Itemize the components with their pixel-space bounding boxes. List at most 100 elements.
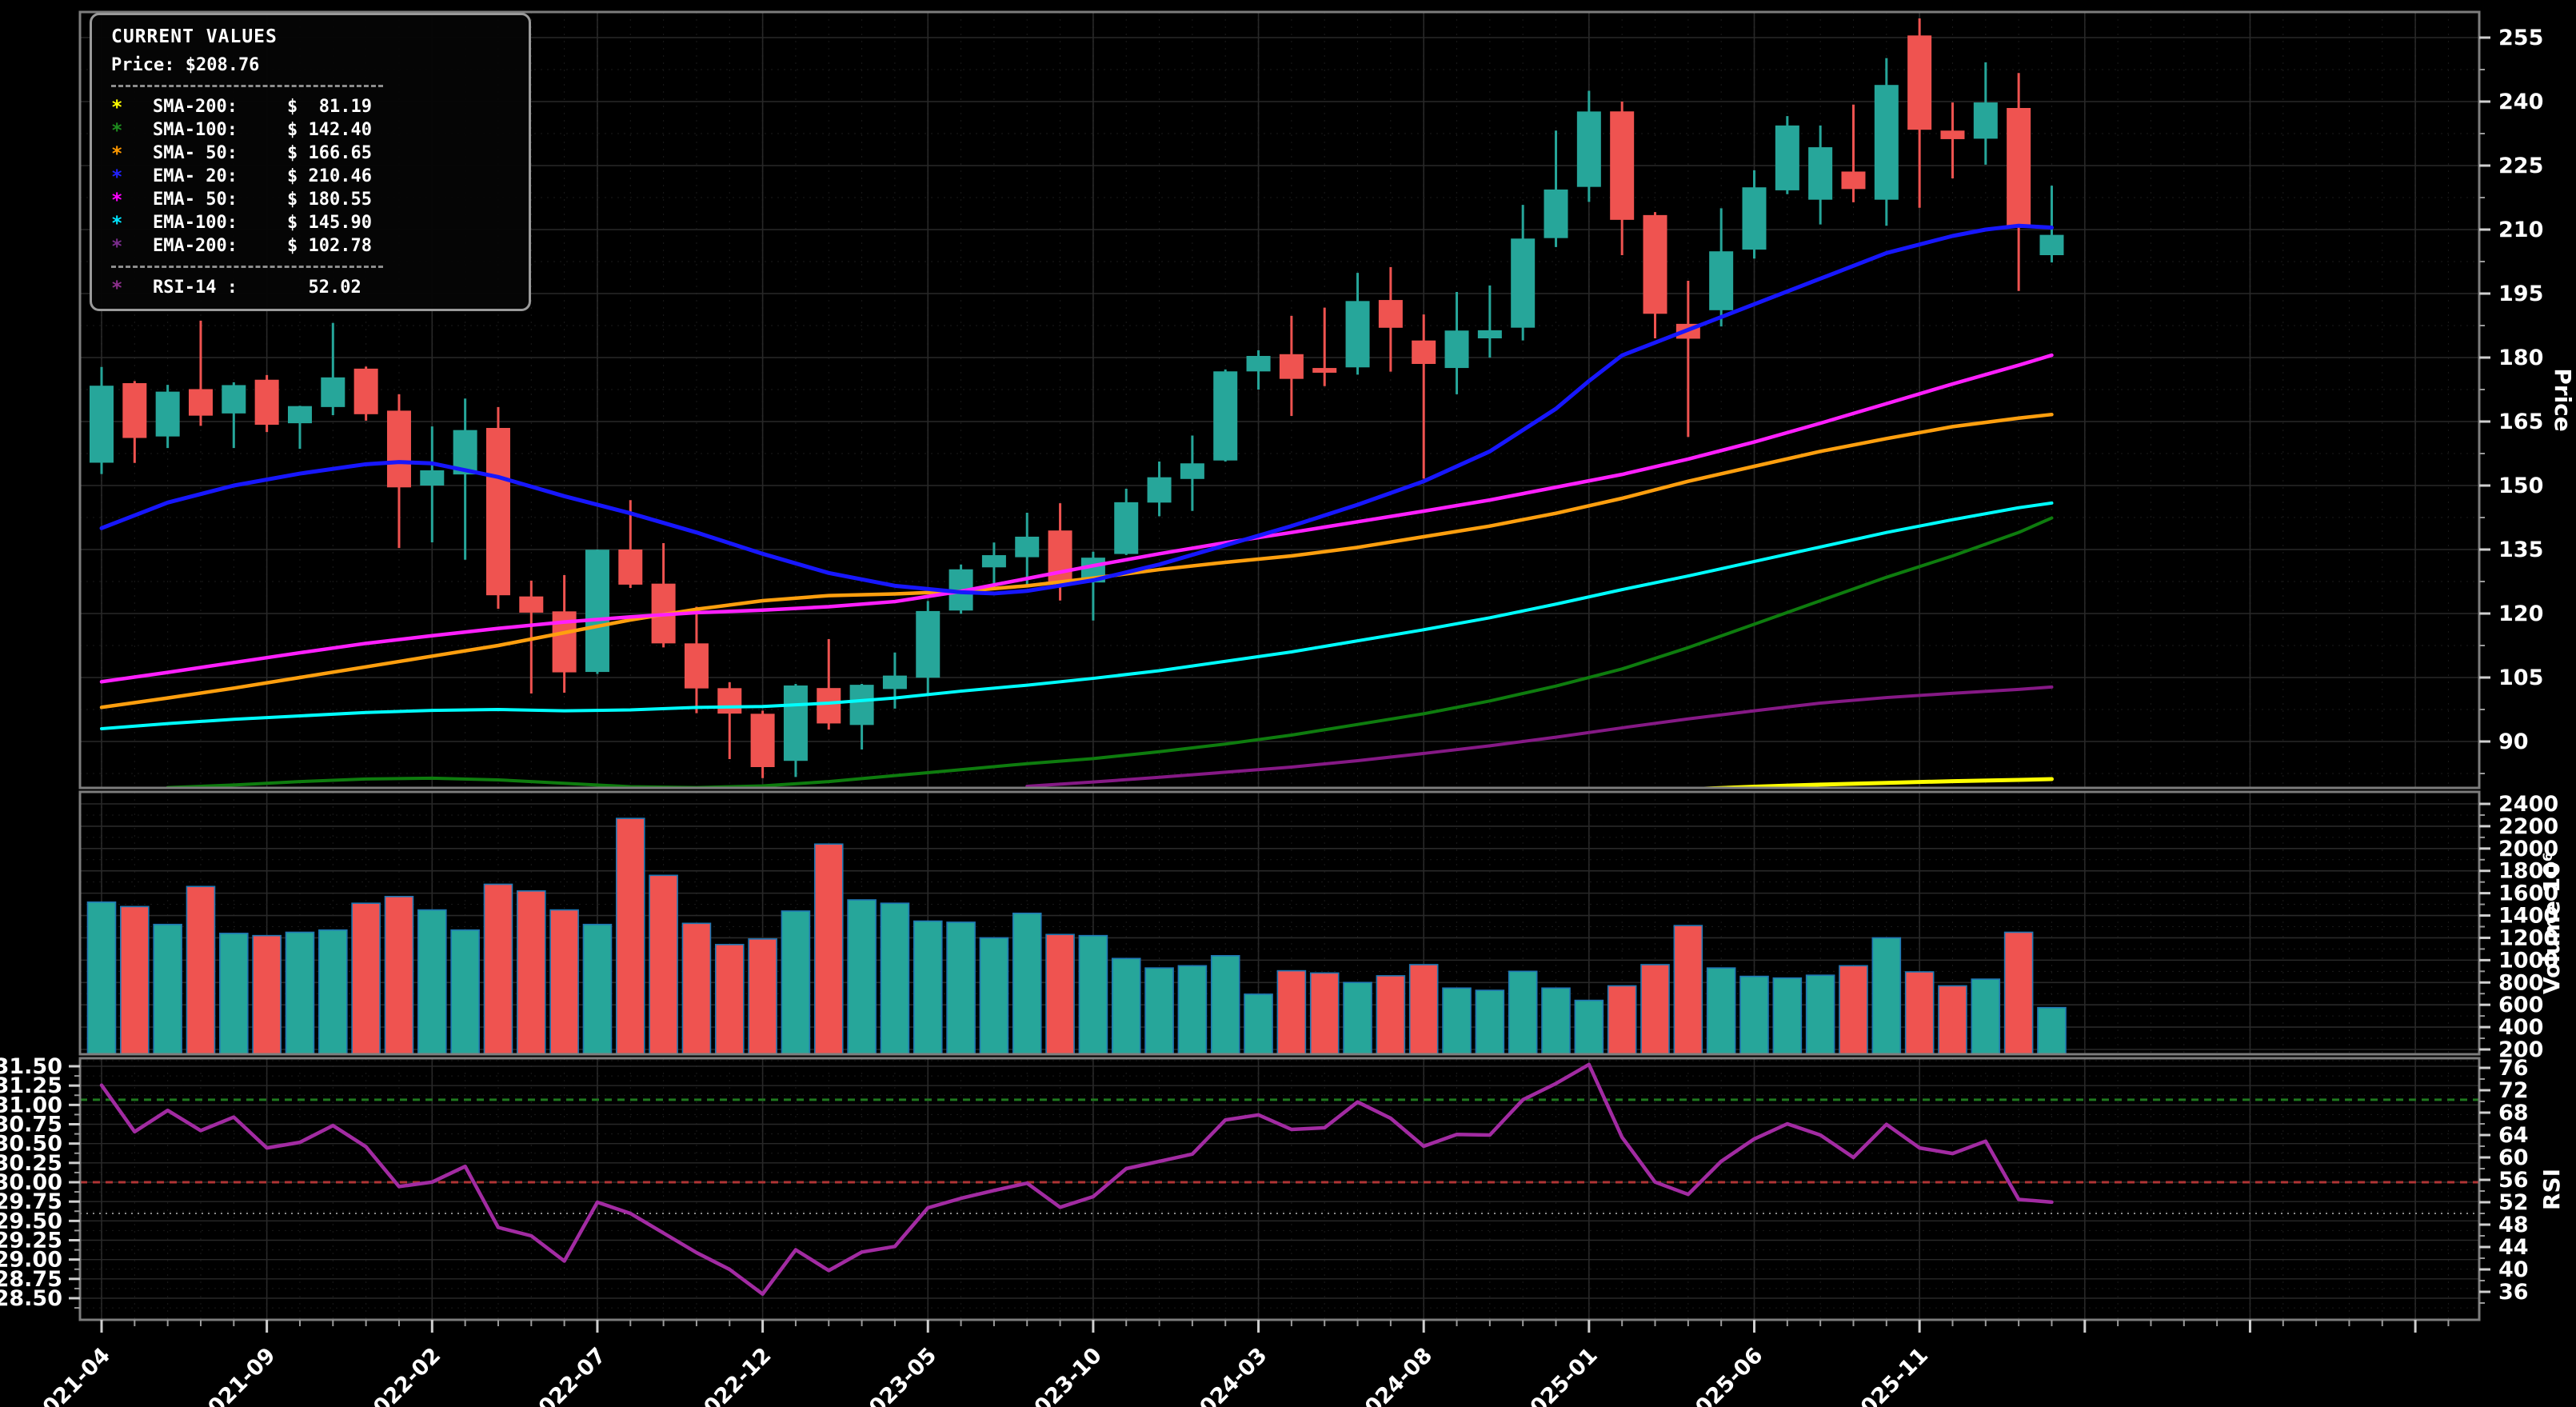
volume-bar-2024-07 (1376, 975, 1406, 1054)
svg-text:31.25: 31.25 (0, 1073, 62, 1098)
volume-bar-2025-07 (1772, 977, 1803, 1054)
legend-row-value: $ 210.46 (287, 166, 372, 186)
svg-text:28.75: 28.75 (0, 1267, 62, 1292)
svg-text:255: 255 (2498, 26, 2543, 50)
volume-bar-2024-06 (1343, 981, 1372, 1054)
volume-bar-2024-08 (1408, 964, 1439, 1054)
legend-row-name: SMA-100: (153, 120, 238, 140)
rsi-line (99, 1062, 2054, 1297)
volume-bar-2026-01 (1971, 978, 2001, 1054)
volume-bar-2022-06 (549, 909, 579, 1054)
volume-bar-2024-12 (1541, 987, 1571, 1054)
legend-row-sma50: * SMA- 50: $ 166.65 (111, 142, 513, 165)
volume-bar-2021-07 (186, 885, 216, 1054)
candle-2026-01 (1973, 102, 1998, 139)
svg-text:600: 600 (2498, 993, 2543, 1017)
ema20-line (99, 223, 2054, 596)
ma-marker-icon: * (111, 188, 123, 211)
legend-row-name: EMA-100: (153, 213, 238, 233)
volume-bar-2021-05 (120, 905, 150, 1054)
volume-bar-2022-04 (483, 883, 513, 1054)
svg-text:2025-06: 2025-06 (1680, 1343, 1768, 1407)
ma-marker-icon: * (111, 211, 123, 234)
candle-2021-07 (188, 389, 213, 416)
candle-2025-02 (1610, 111, 1635, 220)
candle-2023-12 (1147, 477, 1172, 503)
legend-row-ema100: * EMA-100: $ 145.90 (111, 211, 513, 234)
legend-separator (111, 266, 383, 268)
svg-text:30.50: 30.50 (0, 1132, 62, 1157)
svg-text:36: 36 (2498, 1280, 2529, 1305)
candle-2021-06 (155, 391, 180, 437)
svg-text:1000: 1000 (2498, 948, 2558, 973)
candle-2022-12 (750, 713, 775, 767)
legend-row-sma200: * SMA-200: $ 81.19 (111, 95, 513, 118)
svg-text:30.25: 30.25 (0, 1151, 62, 1176)
volume-bars (86, 817, 2067, 1054)
svg-text:400: 400 (2498, 1015, 2543, 1040)
candle-2025-12 (1940, 130, 1965, 139)
candle-2021-12 (353, 368, 378, 414)
candle-2025-08 (1808, 147, 1833, 200)
candle-2021-04 (90, 386, 114, 463)
price-axis-title: Price (2550, 368, 2576, 432)
svg-text:2000: 2000 (2498, 837, 2558, 861)
svg-text:31.00: 31.00 (0, 1093, 62, 1117)
volume-bar-2021-04 (86, 901, 117, 1054)
svg-text:105: 105 (2498, 666, 2543, 690)
legend-title: CURRENT VALUES (111, 26, 278, 47)
legend-row-ema20: * EMA- 20: $ 210.46 (111, 165, 513, 188)
volume-bar-2022-03 (450, 929, 480, 1054)
ma-marker-icon: * (111, 165, 123, 188)
volume-bar-2024-03 (1244, 993, 1273, 1054)
current-values-legend: CURRENT VALUES Price: $208.76 * SMA-200: $… (90, 13, 531, 311)
candle-2024-02 (1213, 371, 1238, 461)
svg-text:29.00: 29.00 (0, 1248, 62, 1273)
volume-bar-2024-10 (1475, 989, 1505, 1054)
svg-text:200: 200 (2498, 1037, 2543, 1062)
volume-bar-2025-06 (1739, 975, 1769, 1054)
volume-bar-2025-03 (1640, 964, 1670, 1054)
svg-text:2025-01: 2025-01 (1515, 1343, 1603, 1407)
volume-bar-2025-09 (1839, 965, 1868, 1054)
candle-2025-07 (1775, 125, 1799, 190)
candle-2021-05 (122, 383, 147, 438)
candle-2022-10 (684, 643, 709, 689)
svg-text:60: 60 (2498, 1145, 2529, 1170)
volume-bar-2023-12 (1144, 967, 1174, 1054)
volume-bar-2025-05 (1706, 967, 1736, 1054)
svg-text:72: 72 (2498, 1078, 2529, 1103)
svg-text:56: 56 (2498, 1168, 2529, 1193)
legend-rsi-value: 52.02 (287, 278, 361, 298)
svg-text:1600: 1600 (2498, 881, 2558, 906)
rsi-levels (80, 1098, 2479, 1214)
ma-marker-icon: * (111, 142, 123, 165)
candle-2023-08 (1015, 536, 1040, 558)
volume-bar-2023-02 (813, 843, 844, 1054)
volume-bar-2023-04 (880, 902, 910, 1054)
candle-2022-04 (485, 428, 510, 596)
candle-2025-11 (1907, 35, 1932, 130)
legend-ma-rows: * SMA-200: $ 81.19 * SMA-100: $ 142.40 * SMA- 5… (111, 95, 513, 258)
candle-2023-01 (783, 685, 808, 761)
volume-bar-2025-08 (1805, 974, 1835, 1054)
svg-text:2021-04: 2021-04 (27, 1343, 115, 1407)
svg-text:2400: 2400 (2498, 792, 2558, 817)
svg-text:2021-09: 2021-09 (193, 1343, 281, 1407)
candle-2024-10 (1477, 330, 1502, 338)
volume-bar-2022-10 (681, 922, 712, 1054)
candle-2025-10 (1874, 85, 1899, 200)
volume-bar-2025-10 (1871, 937, 1902, 1054)
volume-bar-2023-11 (1111, 957, 1141, 1054)
candle-2021-09 (254, 379, 279, 425)
volume-bar-2022-05 (516, 890, 546, 1054)
legend-row-ema200: * EMA-200: $ 102.78 (111, 234, 513, 258)
svg-text:64: 64 (2498, 1123, 2529, 1148)
candle-2025-06 (1742, 187, 1767, 250)
ma-marker-icon: * (111, 118, 123, 142)
svg-text:120: 120 (2498, 602, 2543, 626)
svg-text:2022-07: 2022-07 (523, 1343, 611, 1407)
volume-bar-2023-05 (913, 920, 943, 1054)
